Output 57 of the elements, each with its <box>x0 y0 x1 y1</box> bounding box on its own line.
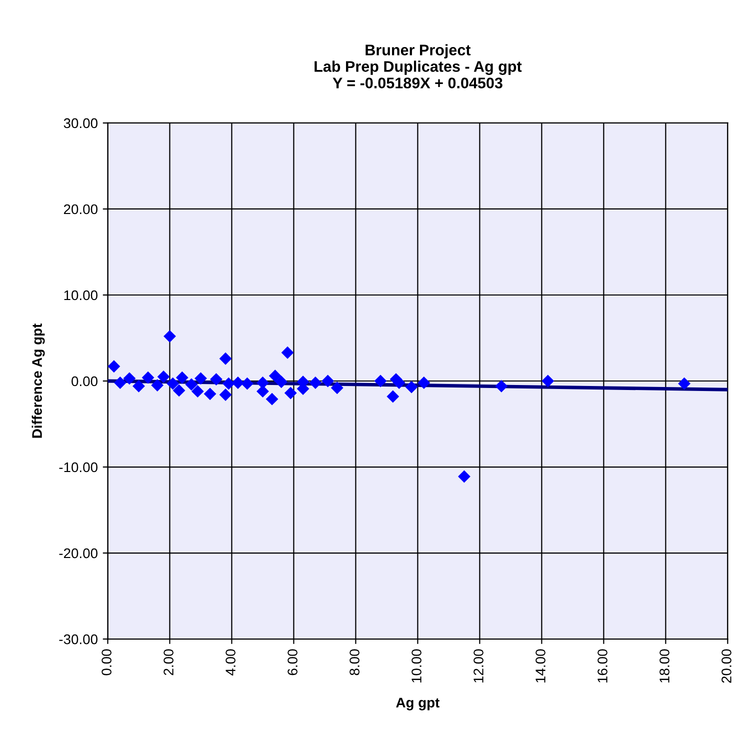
y-tick-label: -30.00 <box>59 634 98 644</box>
x-tick-label: 8.00 <box>350 649 360 676</box>
point <box>185 378 198 391</box>
x-tick-label: 16.00 <box>598 649 608 682</box>
point <box>458 470 470 483</box>
point <box>219 388 232 401</box>
y-tick-label: -20.00 <box>59 548 98 558</box>
point <box>176 371 188 384</box>
point <box>495 380 508 392</box>
point <box>386 390 400 403</box>
point <box>108 360 120 373</box>
point <box>219 352 232 365</box>
point <box>222 377 235 390</box>
y-axis-title: Difference Ag gpt <box>32 324 45 438</box>
point <box>132 380 145 392</box>
point <box>281 346 294 359</box>
point <box>157 370 170 383</box>
x-tick-label: 18.00 <box>660 649 670 682</box>
point <box>309 376 322 389</box>
point <box>142 371 154 384</box>
point <box>418 376 430 389</box>
point <box>330 382 344 394</box>
point <box>542 374 554 388</box>
point <box>191 385 204 398</box>
point <box>266 392 278 406</box>
x-tick-label: 20.00 <box>722 649 732 683</box>
point <box>374 374 387 388</box>
x-tick-label: 4.00 <box>226 649 236 676</box>
point <box>210 373 222 386</box>
point <box>204 388 216 400</box>
y-tick-label: 0.00 <box>72 376 98 386</box>
point <box>241 377 254 390</box>
point <box>275 376 288 388</box>
y-tick-label: -10.00 <box>59 462 98 472</box>
point <box>114 376 126 389</box>
x-tick-label: 12.00 <box>474 649 484 682</box>
x-tick-label: 2.00 <box>164 649 174 676</box>
point <box>172 384 186 397</box>
x-tick-label: 14.00 <box>536 649 546 682</box>
point <box>151 379 164 392</box>
x-axis-title: Ag gpt <box>396 698 440 710</box>
point <box>322 374 334 388</box>
point <box>232 376 244 389</box>
point <box>164 330 176 342</box>
y-tick-label: 20.00 <box>64 204 98 214</box>
point <box>166 377 180 390</box>
point <box>284 386 297 400</box>
point <box>123 372 136 385</box>
x-tick-label: 10.00 <box>412 649 422 682</box>
point <box>194 372 207 385</box>
point <box>678 377 690 390</box>
point <box>405 380 418 394</box>
chart-title: Bruner Project Lab Prep Duplicates - Ag gpt Y = -0.05189X + 0.04503 <box>314 44 522 88</box>
x-tick-label: 6.00 <box>288 649 298 676</box>
point <box>268 370 282 382</box>
y-tick-label: 10.00 <box>64 290 98 300</box>
y-tick-label: 30.00 <box>64 118 98 128</box>
